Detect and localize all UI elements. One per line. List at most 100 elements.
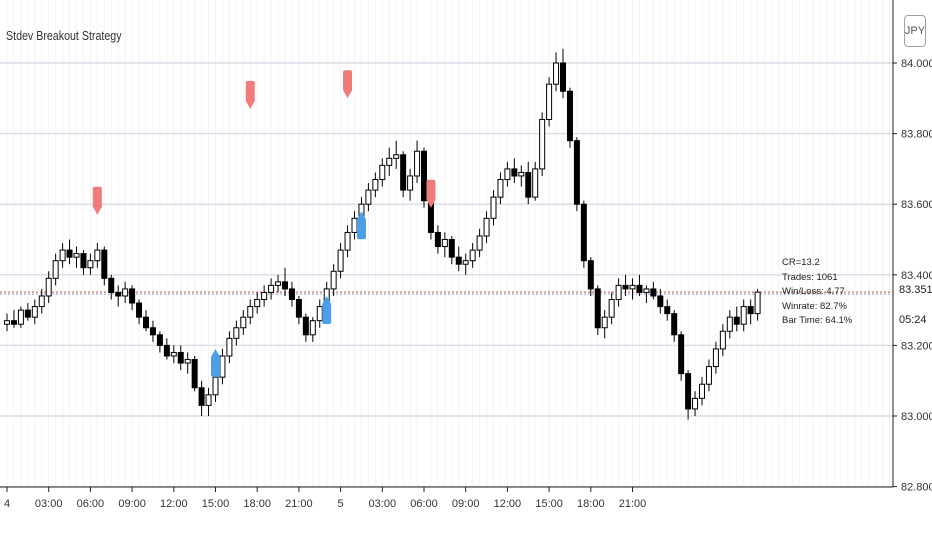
candle-body: [657, 295, 664, 308]
candle-body: [129, 288, 136, 304]
candle-body: [560, 62, 566, 92]
candle-body: [282, 281, 288, 290]
time-tick-label: 06:00: [77, 498, 105, 510]
candle-body: [740, 306, 747, 325]
stat-bartime: Bar Time: 64.1%: [782, 315, 853, 326]
candle-body: [615, 284, 622, 301]
bar-countdown-label: 05:24: [899, 314, 932, 326]
candle-body: [532, 168, 539, 198]
time-tick-label: 18:00: [243, 498, 271, 510]
candle-body: [434, 231, 441, 248]
candle-body: [10, 320, 17, 325]
candle-body: [52, 260, 59, 279]
time-tick-label: 03:00: [369, 498, 397, 510]
strategy-title: Stdev Breakout Strategy: [6, 28, 122, 43]
candle-body: [483, 217, 490, 237]
candle-body: [650, 288, 657, 297]
candle-body: [733, 316, 740, 325]
candle-body: [421, 150, 427, 202]
candle-body: [539, 118, 546, 170]
candle-body: [226, 337, 233, 357]
candle-body: [726, 316, 733, 332]
candle-body: [712, 348, 719, 368]
time-tick-label: 09:00: [452, 498, 480, 510]
candle-body: [372, 178, 379, 191]
buy-signal-marker: [356, 211, 366, 240]
candle-body: [212, 376, 219, 396]
candle-body: [664, 306, 671, 315]
time-tick-label: 12:00: [494, 498, 522, 510]
time-tick-label: 03:00: [35, 498, 63, 510]
currency-button[interactable]: JPY: [904, 15, 926, 47]
candle-body: [566, 90, 573, 142]
candle-body: [17, 309, 24, 325]
sell-signal-marker: [343, 70, 353, 99]
candle-body: [629, 284, 636, 290]
candle-body: [31, 306, 38, 318]
candle-body: [692, 397, 699, 410]
candle-body: [87, 260, 94, 269]
candle-body: [351, 217, 358, 233]
candle-body: [191, 359, 198, 389]
candle-body: [490, 196, 497, 219]
candle-body: [309, 320, 316, 336]
candle-body: [337, 249, 344, 272]
candle-body: [448, 239, 455, 258]
time-tick-label: 21:00: [285, 498, 313, 510]
candle-body: [177, 351, 184, 364]
stat-winloss: Win/Loss: 4.77: [782, 286, 845, 297]
candle-body: [122, 288, 129, 297]
strategy-stats-panel: CR=13.2 Trades: 1061 Win/Loss: 4.77 Winr…: [782, 256, 852, 329]
candle-body: [240, 316, 247, 329]
time-tick-label: 12:00: [160, 498, 188, 510]
candle-body: [553, 62, 560, 85]
candle-body: [469, 249, 476, 262]
candle-body: [455, 256, 462, 265]
candle-body: [636, 284, 643, 293]
price-tick-label: 82.800: [901, 482, 932, 494]
candle-body: [288, 288, 295, 301]
candle-body: [511, 168, 518, 177]
time-tick-label: 18:00: [577, 498, 605, 510]
price-tick-label: 83.600: [901, 199, 932, 211]
candle-body: [101, 249, 108, 279]
candle-body: [219, 355, 226, 378]
candle-body: [476, 235, 483, 251]
candle-body: [462, 260, 469, 265]
candle-body: [525, 171, 532, 198]
candle-body: [184, 359, 191, 364]
candle-body: [608, 299, 615, 318]
candle-body: [504, 168, 511, 180]
buy-signal-marker: [322, 295, 332, 324]
candle-body: [671, 313, 678, 336]
candle-body: [136, 302, 143, 318]
candle-body: [149, 327, 156, 336]
time-tick-label: 06:00: [410, 498, 438, 510]
stat-cr: CR=13.2: [782, 257, 820, 268]
candle-body: [143, 316, 149, 329]
candle-body: [295, 299, 302, 318]
candle-body: [414, 150, 421, 177]
candle-body: [94, 249, 101, 262]
candle-body: [546, 83, 553, 120]
candle-body: [205, 394, 212, 406]
candle-body: [594, 288, 601, 329]
time-tick-label: 15:00: [535, 498, 563, 510]
current-price-label: 83.351: [899, 282, 932, 298]
candle-body: [719, 330, 726, 350]
candle-body: [365, 189, 372, 205]
candle-body: [45, 277, 52, 297]
candle-body: [254, 299, 261, 308]
price-tick-label: 83.000: [901, 411, 932, 423]
candle-body: [170, 351, 177, 357]
time-tick-label: 21:00: [619, 498, 647, 510]
stat-trades: Trades: 1061: [782, 271, 838, 283]
candle-body: [198, 387, 205, 406]
candle-body: [441, 239, 448, 248]
price-tick-label: 83.800: [901, 129, 932, 141]
candle-body: [24, 309, 31, 318]
candle-body: [685, 373, 692, 410]
candle-body: [163, 344, 170, 357]
